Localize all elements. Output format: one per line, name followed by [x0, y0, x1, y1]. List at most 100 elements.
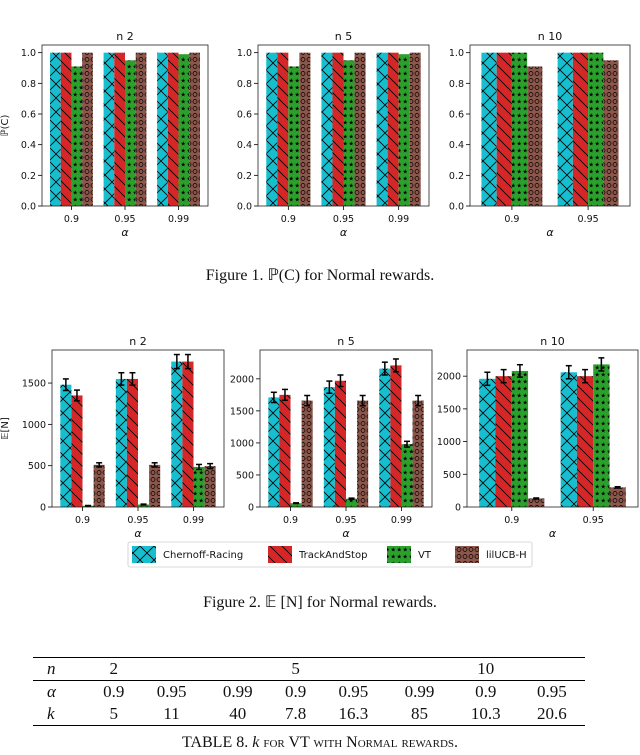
bar-chernoff-racing	[171, 361, 183, 507]
bar-trackandstop	[495, 376, 512, 507]
bar-vt	[346, 498, 358, 507]
bar-chernoff-racing	[557, 52, 573, 206]
bar-chernoff-racing	[268, 397, 280, 507]
bar-chernoff-racing	[323, 387, 335, 507]
table-cell	[138, 657, 205, 681]
bar-lilucb-h	[357, 400, 369, 507]
table-cell: 10	[452, 657, 519, 681]
table-cell: 0.95	[138, 680, 205, 703]
bar-vt	[288, 66, 300, 206]
table-cell: 40	[204, 703, 271, 726]
y-tick-label: 1000	[22, 420, 46, 431]
bar-trackandstop	[576, 376, 594, 507]
y-tick-label: 0.8	[237, 79, 252, 90]
table-cell: 7.8	[270, 703, 321, 726]
row-header: n	[33, 657, 89, 681]
figure-2-chart: 0 500 1000 1500 0.9 0.95 0.99 n 2 α 𝔼[N] 0 500 1000 1…	[0, 335, 639, 540]
panel-title: n 2	[129, 335, 146, 348]
legend-swatch-cross	[132, 546, 156, 563]
y-tick-label: 1500	[437, 404, 461, 415]
bar-trackandstop	[390, 365, 402, 507]
bar-lilucb-h	[93, 464, 105, 507]
x-tick-label: 0.95	[578, 214, 599, 225]
legend-swatch-stars	[387, 546, 411, 563]
legend-label: TrackAndStop	[298, 550, 367, 561]
table-cell: 0.9	[270, 680, 321, 703]
y-tick-label: 0.0	[21, 202, 36, 213]
figure-2-caption: Figure 2. 𝔼 [N] for Normal rewards.	[203, 594, 437, 611]
bar-trackandstop	[496, 52, 512, 206]
y-tick-label: 0	[40, 503, 46, 514]
bar-lilucb-h	[204, 466, 216, 507]
x-tick-label: 0.9	[504, 214, 519, 225]
y-tick-label: 1.0	[449, 48, 464, 59]
bar-chernoff-racing	[157, 52, 168, 206]
y-tick-label: 1.0	[237, 48, 252, 59]
x-axis-label: α	[134, 527, 142, 540]
table-row-alpha: α 0.9 0.95 0.99 0.9 0.95 0.99 0.9 0.95	[33, 680, 585, 703]
y-tick-label: 0.0	[449, 202, 464, 213]
bar-vt	[290, 503, 302, 507]
x-tick-label: 0.9	[64, 214, 79, 225]
x-tick-label: 0.95	[583, 515, 604, 526]
bar-chernoff-racing	[379, 368, 391, 507]
table-cell: 0.95	[320, 680, 387, 703]
y-axis-label: 𝔼[N]	[0, 417, 11, 440]
x-axis-label: α	[121, 226, 129, 239]
bar-trackandstop	[60, 52, 72, 206]
table-cell: 5	[270, 657, 321, 681]
bar-vt	[401, 444, 413, 507]
chart-panel: 0 500 1000 1500 2000 0.9 0.95 0.99 n 5 α	[230, 335, 433, 540]
table-cell	[518, 657, 585, 681]
y-tick-label: 2000	[230, 374, 254, 385]
table-cell: 10.3	[452, 703, 519, 726]
y-tick-label: 0.6	[21, 110, 36, 121]
panel-title: n 5	[337, 335, 354, 348]
table-cell	[320, 657, 387, 681]
y-axis-label: ℙ(C)	[0, 115, 11, 137]
x-tick-label: 0.9	[504, 515, 519, 526]
table-row-k: k 5 11 40 7.8 16.3 85 10.3 20.6	[33, 703, 585, 726]
bar-trackandstop	[71, 395, 83, 507]
legend-label: Chernoff-Racing	[163, 550, 243, 561]
bar-trackandstop	[279, 394, 291, 507]
bar-chernoff-racing	[115, 378, 127, 507]
panel-title: n 10	[540, 335, 564, 348]
y-tick-label: 1.0	[21, 48, 36, 59]
table-cell: 0.9	[89, 680, 139, 703]
bar-lilucb-h	[527, 66, 543, 206]
y-tick-label: 1500	[230, 406, 254, 417]
bar-chernoff-racing	[481, 52, 497, 206]
bar-vt	[593, 364, 610, 507]
bar-trackandstop	[182, 361, 194, 507]
y-tick-label: 0.2	[237, 171, 252, 182]
figure-1-caption: Figure 1. ℙ(C) for Normal rewards.	[205, 267, 435, 284]
y-tick-label: 500	[236, 470, 254, 481]
bar-trackandstop	[332, 52, 344, 206]
bar-lilucb-h	[528, 498, 545, 507]
row-header: k	[33, 703, 89, 726]
legend-label: lilUCB-H	[486, 550, 527, 561]
x-tick-label: 0.99	[391, 515, 412, 526]
y-tick-label: 1000	[230, 438, 254, 449]
bar-lilucb-h	[189, 52, 200, 206]
y-tick-label: 0.2	[449, 171, 464, 182]
y-tick-label: 0.6	[449, 110, 464, 121]
caption-k: k	[252, 734, 260, 751]
bar-lilucb-h	[82, 52, 93, 206]
caption-prefix: TABLE 8.	[181, 734, 253, 751]
y-tick-label: 0.2	[21, 171, 36, 182]
table-row-n: n 2 5 10	[33, 657, 585, 681]
x-tick-label: 0.95	[114, 214, 135, 225]
bar-chernoff-racing	[60, 384, 72, 507]
bar-trackandstop	[167, 52, 179, 206]
bar-chernoff-racing	[103, 52, 115, 206]
bar-vt	[193, 466, 205, 507]
legend-item: VT	[387, 546, 432, 563]
bar-vt	[178, 54, 190, 207]
panel-title: n 5	[335, 30, 352, 43]
legend-label: VT	[418, 550, 432, 561]
x-tick-label: 0.99	[183, 515, 204, 526]
x-axis-label: α	[546, 226, 554, 239]
